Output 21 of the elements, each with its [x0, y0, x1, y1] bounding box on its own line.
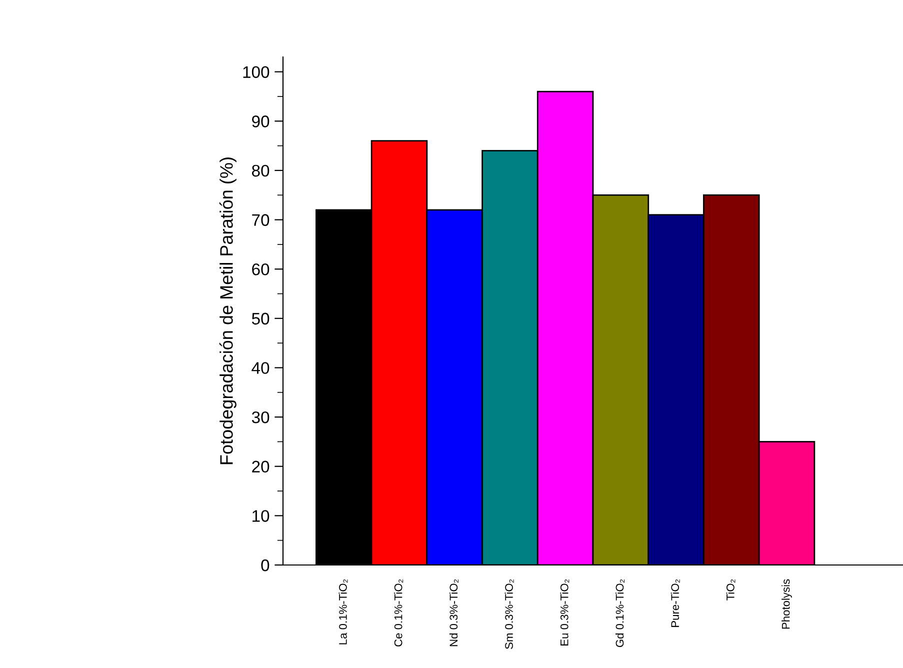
y-tick-label: 0	[261, 559, 270, 572]
x-tick-label: Nd 0.3%-TiO₂	[449, 579, 458, 646]
y-tick-label: 50	[252, 312, 270, 325]
x-tick-label: Sm 0.3%-TiO₂	[504, 579, 514, 649]
y-tick-label: 60	[252, 263, 270, 276]
x-tick-label: Pure-TiO₂	[670, 579, 680, 627]
y-tick-label: 90	[252, 116, 270, 128]
y-tick-label: 30	[252, 411, 270, 424]
y-tick-label: 10	[252, 510, 270, 522]
x-tick-label: Ce 0.1%-TiO₂	[394, 579, 404, 646]
y-axis-title: Fotodegradación de Metil Paratión (%)	[219, 158, 236, 464]
x-tick-label: TiO₂	[726, 579, 736, 600]
x-tick-label: Eu 0.3%-TiO₂	[560, 579, 570, 646]
x-tick-label: Gd 0.1%-TiO₂	[616, 579, 624, 648]
y-tick-label: 80	[252, 164, 270, 177]
y-tick-label: 100	[243, 66, 270, 78]
y-tick-label: 40	[252, 362, 270, 374]
y-tick-label: 20	[252, 460, 270, 473]
x-tick-label: Photolysis	[782, 579, 792, 629]
x-tick-label: La 0.1%-TiO₂	[338, 579, 348, 644]
y-tick-label: 70	[252, 214, 270, 226]
